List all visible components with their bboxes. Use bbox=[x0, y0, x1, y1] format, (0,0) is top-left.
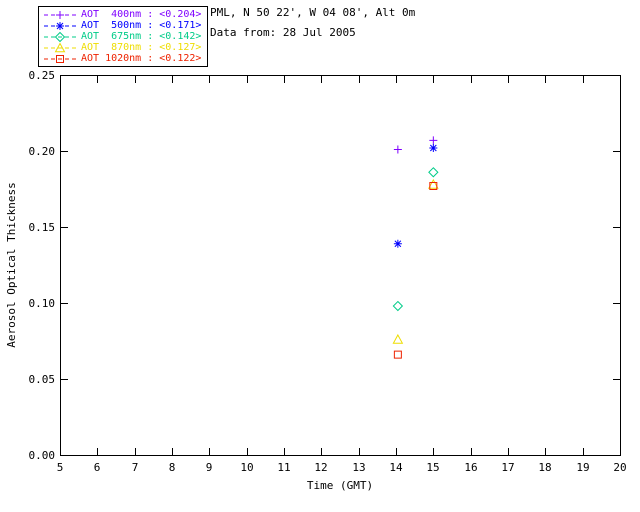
x-tick-label: 12 bbox=[314, 461, 327, 474]
legend-label: AOT 675nm : <0.142> bbox=[81, 31, 202, 42]
x-tick-label: 14 bbox=[389, 461, 403, 474]
legend-label: AOT 870nm : <0.127> bbox=[81, 42, 202, 53]
x-tick-label: 6 bbox=[94, 461, 101, 474]
legend-box: AOT 400nm : <0.204> AOT 500nm : <0.171> AO… bbox=[38, 6, 209, 67]
legend-asterisk-icon bbox=[44, 21, 76, 30]
legend-marker bbox=[54, 41, 66, 52]
data-point-plus bbox=[393, 145, 402, 154]
data-point-asterisk bbox=[429, 143, 438, 152]
legend-marker bbox=[54, 31, 66, 42]
data-point-triangle bbox=[427, 178, 439, 189]
legend-item: AOT 1020nm : <0.122> bbox=[43, 53, 201, 64]
y-axis-title: Aerosol Optical Thickness bbox=[5, 182, 18, 348]
y-tick-label: 0.20 bbox=[29, 145, 56, 158]
y-tick-label: 0.15 bbox=[29, 221, 56, 234]
data-point-square bbox=[393, 350, 402, 359]
legend-marker bbox=[56, 54, 64, 63]
plot-frame bbox=[60, 75, 621, 456]
legend-marker bbox=[56, 10, 64, 19]
x-axis-title: Time (GMT) bbox=[307, 479, 373, 492]
y-tick-label: 0.10 bbox=[29, 297, 56, 310]
y-tick-label: 0.00 bbox=[29, 449, 56, 462]
legend-item: AOT 870nm : <0.127> bbox=[43, 41, 202, 53]
legend-item: AOT 500nm : <0.171> bbox=[43, 20, 201, 31]
legend-triangle-icon bbox=[44, 41, 76, 52]
data-point-diamond bbox=[392, 300, 404, 312]
data-point-plus bbox=[429, 136, 438, 145]
x-tick-label: 16 bbox=[464, 461, 477, 474]
legend-plus-icon bbox=[44, 10, 76, 19]
x-tick-label: 5 bbox=[57, 461, 64, 474]
plot-header: PML, N 50 22', W 04 08', Alt 0m Data fro… bbox=[210, 6, 415, 46]
date-info: Data from: 28 Jul 2005 bbox=[210, 26, 356, 39]
x-tick-label: 11 bbox=[277, 461, 290, 474]
legend-label: AOT 1020nm : <0.122> bbox=[81, 53, 202, 64]
x-tick-label: 10 bbox=[240, 461, 253, 474]
legend-square-icon bbox=[44, 54, 76, 63]
data-point-square bbox=[429, 181, 438, 190]
y-tick-label: 0.05 bbox=[29, 373, 56, 386]
x-tick-label: 17 bbox=[501, 461, 514, 474]
x-tick-label: 7 bbox=[132, 461, 139, 474]
x-tick-label: 8 bbox=[169, 461, 176, 474]
x-tick-label: 19 bbox=[576, 461, 589, 474]
data-point-triangle bbox=[392, 333, 404, 344]
y-tick-label: 0.25 bbox=[29, 69, 56, 82]
legend-diamond-icon bbox=[44, 31, 76, 42]
legend-item: AOT 675nm : <0.142> bbox=[43, 31, 201, 42]
x-tick-label: 15 bbox=[426, 461, 439, 474]
station-info: PML, N 50 22', W 04 08', Alt 0m bbox=[210, 6, 416, 19]
legend-item: AOT 400nm : <0.204> bbox=[43, 9, 201, 20]
x-tick-label: 20 bbox=[613, 461, 626, 474]
data-point-diamond bbox=[428, 167, 439, 178]
x-tick-label: 13 bbox=[352, 461, 365, 474]
x-tick-label: 9 bbox=[206, 461, 213, 474]
x-tick-label: 18 bbox=[538, 461, 551, 474]
data-point-asterisk bbox=[393, 239, 402, 248]
legend-label: AOT 400nm : <0.204> bbox=[81, 9, 202, 20]
legend-label: AOT 500nm : <0.171> bbox=[81, 20, 202, 31]
legend-marker bbox=[56, 21, 64, 30]
